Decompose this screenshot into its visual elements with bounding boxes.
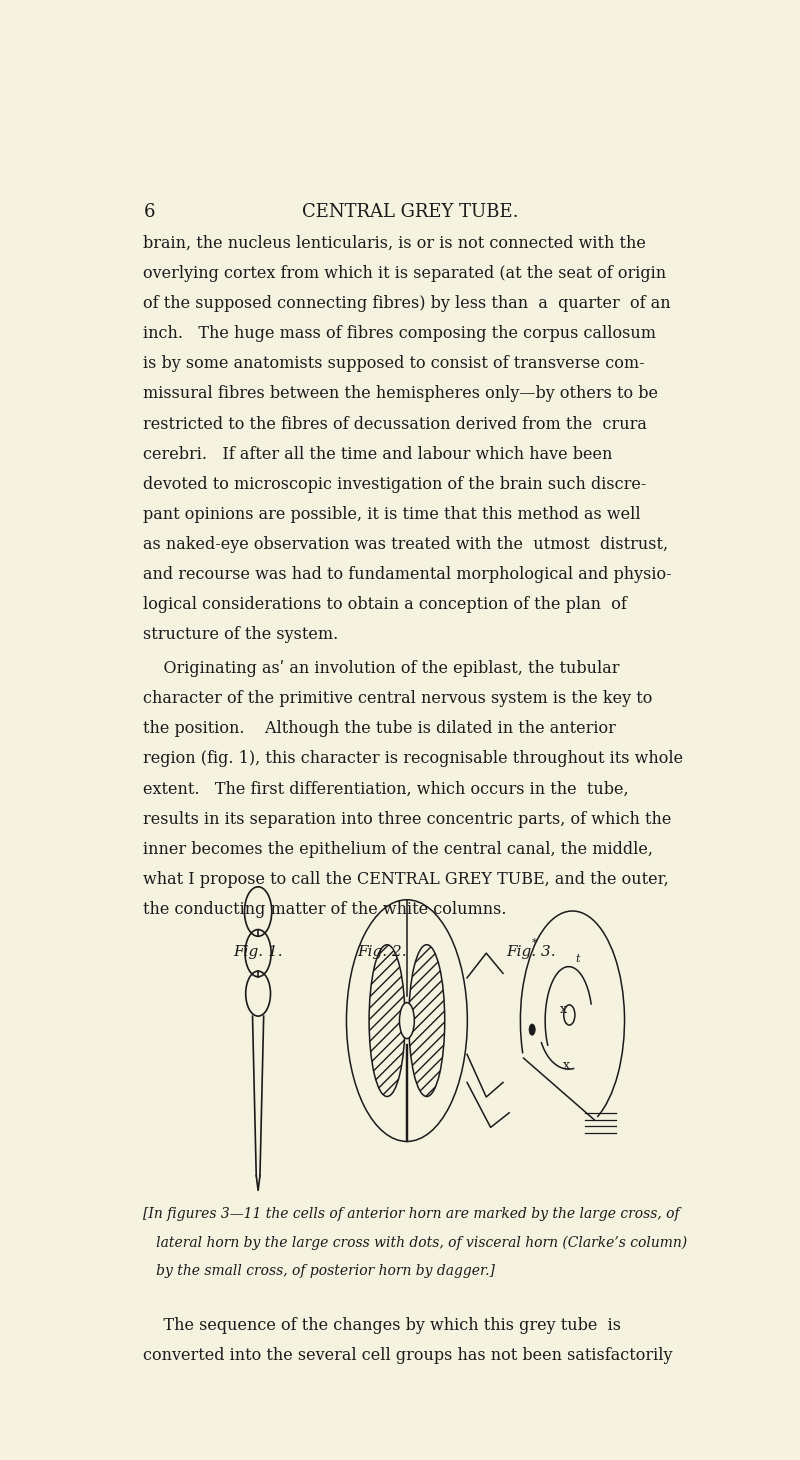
Text: and recourse was had to fundamental morphological and physio-: and recourse was had to fundamental morp… bbox=[143, 566, 672, 583]
Text: the conducting matter of the white columns.: the conducting matter of the white colum… bbox=[143, 901, 507, 918]
Text: 6: 6 bbox=[143, 203, 155, 222]
Text: *: * bbox=[532, 937, 538, 948]
Text: as naked-eye observation was treated with the  utmost  distrust,: as naked-eye observation was treated wit… bbox=[143, 536, 669, 553]
Text: lateral horn by the large cross with dots, of visceral horn (Clarke’s column): lateral horn by the large cross with dot… bbox=[143, 1235, 687, 1250]
Circle shape bbox=[564, 1004, 575, 1025]
Text: by the small cross, of posterior horn by dagger.]: by the small cross, of posterior horn by… bbox=[143, 1264, 495, 1278]
Text: converted into the several cell groups has not been satisfactorily: converted into the several cell groups h… bbox=[143, 1348, 673, 1364]
Text: inner becomes the epithelium of the central canal, the middle,: inner becomes the epithelium of the cent… bbox=[143, 841, 654, 857]
Text: x: x bbox=[562, 1058, 570, 1072]
Text: CENTRAL GREY TUBE.: CENTRAL GREY TUBE. bbox=[302, 203, 518, 222]
Text: Fig. 2.: Fig. 2. bbox=[358, 945, 407, 959]
Text: x: x bbox=[560, 1003, 566, 1016]
Text: cerebri.   If after all the time and labour which have been: cerebri. If after all the time and labou… bbox=[143, 445, 613, 463]
Text: brain, the nucleus lenticularis, is or is not connected with the: brain, the nucleus lenticularis, is or i… bbox=[143, 235, 646, 251]
Text: overlying cortex from which it is separated (at the seat of origin: overlying cortex from which it is separa… bbox=[143, 264, 666, 282]
Text: devoted to microscopic investigation of the brain such discre-: devoted to microscopic investigation of … bbox=[143, 476, 646, 493]
Text: inch.   The huge mass of fibres composing the corpus callosum: inch. The huge mass of fibres composing … bbox=[143, 326, 656, 342]
Text: logical considerations to obtain a conception of the plan  of: logical considerations to obtain a conce… bbox=[143, 596, 627, 613]
Text: restricted to the fibres of decussation derived from the  crura: restricted to the fibres of decussation … bbox=[143, 416, 647, 432]
Text: results in its separation into three concentric parts, of which the: results in its separation into three con… bbox=[143, 810, 672, 828]
Text: structure of the system.: structure of the system. bbox=[143, 626, 338, 644]
Text: Fig. 3.: Fig. 3. bbox=[506, 945, 556, 959]
Text: pant opinions are possible, it is time that this method as well: pant opinions are possible, it is time t… bbox=[143, 507, 641, 523]
Circle shape bbox=[529, 1023, 535, 1035]
Text: The sequence of the changes by which this grey tube  is: The sequence of the changes by which thi… bbox=[143, 1317, 622, 1334]
Text: what I propose to call the CENTRAL GREY TUBE, and the outer,: what I propose to call the CENTRAL GREY … bbox=[143, 870, 669, 888]
Text: Originating asʹ an involution of the epiblast, the tubular: Originating asʹ an involution of the epi… bbox=[143, 660, 620, 677]
Text: extent.   The first differentiation, which occurs in the  tube,: extent. The first differentiation, which… bbox=[143, 781, 629, 797]
Text: missural fibres between the hemispheres only—by others to be: missural fibres between the hemispheres … bbox=[143, 385, 658, 403]
Text: Fig. 1.: Fig. 1. bbox=[234, 945, 283, 959]
Text: [In figures 3—11 the cells of anterior horn are marked by the large cross, of: [In figures 3—11 the cells of anterior h… bbox=[143, 1206, 680, 1221]
Text: region (fig. 1), this character is recognisable throughout its whole: region (fig. 1), this character is recog… bbox=[143, 750, 683, 768]
Text: t: t bbox=[575, 953, 580, 964]
Text: is by some anatomists supposed to consist of transverse com-: is by some anatomists supposed to consis… bbox=[143, 355, 645, 372]
Text: the position.    Although the tube is dilated in the anterior: the position. Although the tube is dilat… bbox=[143, 720, 616, 737]
Ellipse shape bbox=[399, 1003, 414, 1038]
Text: of the supposed connecting fibres) by less than  a  quarter  of an: of the supposed connecting fibres) by le… bbox=[143, 295, 671, 312]
Text: character of the primitive central nervous system is the key to: character of the primitive central nervo… bbox=[143, 691, 653, 707]
